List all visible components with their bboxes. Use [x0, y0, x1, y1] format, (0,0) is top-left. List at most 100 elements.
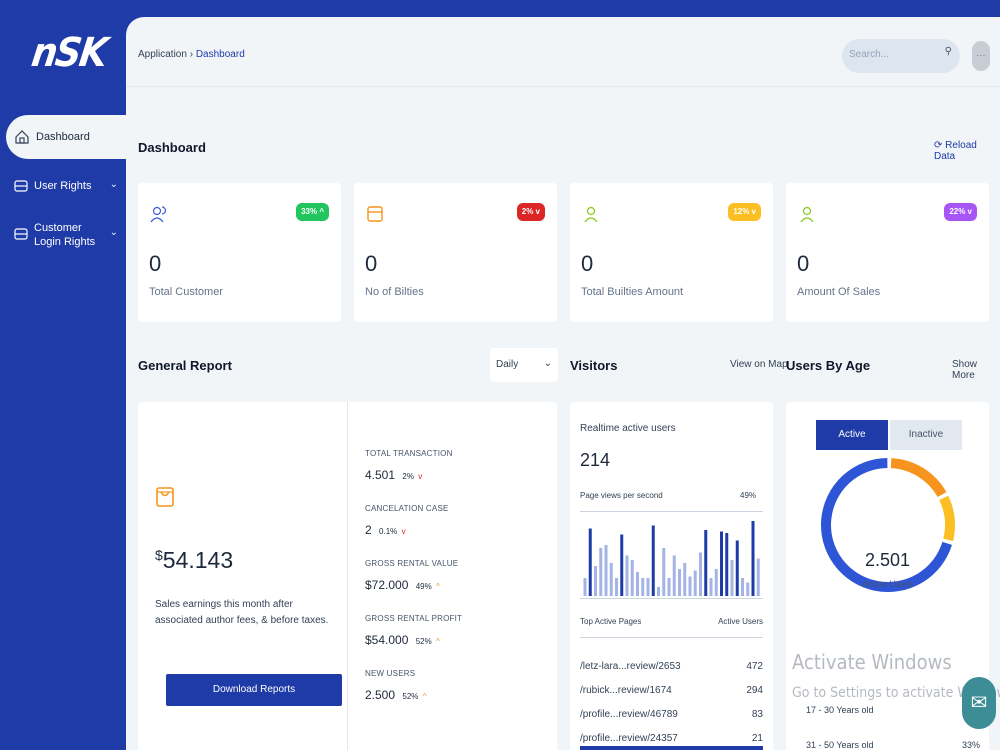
breadcrumb-root[interactable]: Application — [138, 49, 187, 60]
shopping-bag-icon — [156, 487, 174, 507]
stat-label: Total Customer — [149, 286, 223, 298]
metric-percent: 49% — [415, 582, 432, 591]
donut-center-label: Active Users — [862, 579, 913, 589]
sidebar: nSK Dashboard User Rights ⌄ Customer Log… — [0, 0, 132, 750]
chevron-down-icon: ⌄ — [109, 227, 118, 238]
sidebar-item-label: User Rights — [34, 180, 92, 192]
period-select[interactable]: Daily ⌄ — [490, 348, 558, 382]
divider — [580, 511, 763, 512]
page-users: 294 — [746, 685, 763, 696]
metric-value-row: $54.000 52% ^ — [365, 633, 462, 647]
stat-card-total-customer: 33% ^ 0 Total Customer — [138, 183, 341, 322]
report-description: Sales earnings this month after associat… — [155, 599, 329, 626]
page-views-label: Page views per second — [580, 491, 663, 500]
reload-label: Reload Data — [934, 140, 977, 162]
page-path: /letz-lara...review/2653 — [580, 661, 681, 672]
metric-value-row: 4.501 2% v — [365, 468, 462, 482]
view-on-map-link[interactable]: View on Map — [730, 359, 788, 370]
stat-card-bilties: 2% v 0 No of Bilties — [354, 183, 557, 322]
table-row[interactable]: /profile...review/24357 21 — [580, 733, 763, 744]
period-value: Daily — [496, 359, 519, 370]
page-users: 83 — [751, 709, 763, 720]
table-row[interactable]: /rubick...review/1674 294 — [580, 685, 763, 696]
reload-icon: ⟳ — [934, 140, 943, 151]
breadcrumb-separator: › — [189, 49, 194, 60]
status-badge: 33% ^ — [296, 203, 329, 221]
stat-label: Amount Of Sales — [797, 286, 881, 298]
sidebar-item-user-rights[interactable]: User Rights ⌄ — [14, 179, 118, 193]
report-metric: NEW USERS 2.500 52% ^ — [365, 669, 462, 702]
top-bar: Application › Dashboard Search... ⚲ ··· — [126, 17, 1000, 87]
amount-value: 54.143 — [162, 547, 234, 573]
arrow-down-icon: v — [401, 527, 406, 536]
metric-label: NEW USERS — [365, 669, 416, 678]
download-reports-button[interactable]: Download Reports — [166, 674, 342, 706]
status-badge: 12% v — [728, 203, 761, 221]
users-by-age-title: Users By Age — [786, 358, 871, 373]
general-report-title: General Report — [138, 358, 232, 373]
page-path: /profile...review/46789 — [580, 709, 678, 720]
status-badge: 2% v — [516, 203, 545, 221]
metric-percent: 52% — [402, 692, 419, 701]
avatar[interactable]: ··· — [972, 41, 990, 71]
search-input[interactable]: Search... ⚲ — [842, 39, 960, 73]
page-views-chart — [583, 521, 760, 596]
table-row[interactable]: /profile...review/46789 83 — [580, 709, 763, 720]
arrow-up-icon: ^ — [422, 692, 427, 701]
search-icon[interactable]: ⚲ — [944, 46, 952, 57]
sidebar-item-dashboard[interactable]: Dashboard — [6, 115, 132, 159]
stat-value: 0 — [581, 251, 594, 276]
sidebar-item-customer-login-rights[interactable]: Customer Login Rights ⌄ — [14, 221, 118, 249]
breadcrumb: Application › Dashboard — [138, 49, 245, 60]
page-path: /profile...review/24357 — [580, 733, 678, 744]
divider — [580, 637, 763, 638]
arrow-down-icon: v — [418, 472, 423, 481]
legend-value: 33% — [962, 740, 981, 750]
donut-slice — [939, 495, 955, 542]
storage-icon — [14, 228, 28, 240]
brand-logo[interactable]: nSK — [28, 30, 109, 76]
metric-label: GROSS RENTAL VALUE — [365, 559, 459, 568]
report-metric: TOTAL TRANSACTION 4.501 2% v — [365, 449, 462, 482]
report-metric: GROSS RENTAL PROFIT $54.000 52% ^ — [365, 614, 462, 647]
metric-value: 4.501 — [365, 468, 396, 482]
show-more-link[interactable]: Show More — [952, 359, 978, 381]
mail-icon[interactable]: ✉ — [962, 677, 996, 729]
stat-value: 0 — [365, 251, 378, 276]
stat-label: Total Builties Amount — [581, 286, 684, 298]
users-donut-chart — [821, 458, 955, 592]
card-icon — [367, 206, 383, 222]
stat-value: 0 — [149, 251, 162, 276]
report-metric: GROSS RENTAL VALUE $72.000 49% ^ — [365, 559, 462, 592]
pages-header: Top Active Pages Active Users — [580, 617, 763, 626]
chevron-down-icon: ⌄ — [109, 179, 118, 190]
stat-card-amount-of-sales: 22% v 0 Amount Of Sales — [786, 183, 989, 322]
visitors-button[interactable] — [580, 746, 763, 750]
stat-card-builties-amount: 12% v 0 Total Builties Amount — [570, 183, 773, 322]
table-row[interactable]: /letz-lara...review/2653 472 — [580, 661, 763, 672]
storage-icon — [14, 180, 28, 192]
metric-percent: 0.1% — [379, 527, 398, 536]
realtime-label: Realtime active users — [580, 423, 676, 434]
stat-value: 0 — [797, 251, 810, 276]
tab-active[interactable]: Active — [816, 420, 888, 450]
donut-slice — [890, 458, 947, 498]
metric-value: 2 — [365, 523, 372, 537]
users-by-age-card: Active Inactive 2.501 Active Users 17 - … — [786, 402, 989, 750]
currency-symbol: $ — [155, 547, 163, 563]
sidebar-item-label: Customer Login Rights — [34, 222, 96, 248]
pages-header-users: Active Users — [718, 617, 763, 626]
chevron-down-icon: ⌄ — [543, 358, 552, 369]
metric-percent: 2% — [402, 472, 414, 481]
donut-center-value: 2.501 — [864, 550, 911, 570]
metric-value-row: 2.500 52% ^ — [365, 688, 462, 702]
arrow-up-icon: ^ — [436, 637, 440, 646]
home-icon — [15, 130, 29, 144]
reload-data-button[interactable]: ⟳ Reload Data — [934, 140, 1000, 162]
arrow-up-icon: ^ — [436, 582, 440, 591]
watermark-title: Activate Windows — [792, 650, 952, 674]
sidebar-item-label: Dashboard — [36, 131, 90, 143]
general-report-card: $54.143 Sales earnings this month after … — [138, 402, 557, 750]
metric-label: TOTAL TRANSACTION — [365, 449, 453, 458]
tab-inactive[interactable]: Inactive — [890, 420, 962, 450]
